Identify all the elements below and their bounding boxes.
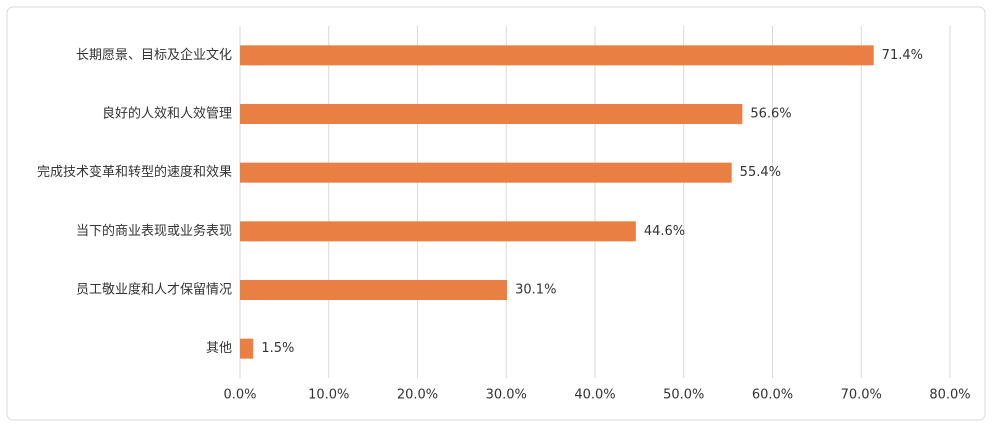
y-tick-label: 良好的人效和人效管理 <box>102 106 232 122</box>
value-label: 1.5% <box>261 341 294 356</box>
y-tick-label: 长期愿景、目标及企业文化 <box>76 47 232 63</box>
x-tick-label: 60.0% <box>752 388 793 403</box>
x-tick-label: 40.0% <box>574 388 615 403</box>
y-tick-label: 当下的商业表现或业务表现 <box>76 223 232 239</box>
x-tick-label: 70.0% <box>841 388 882 403</box>
x-tick-label: 0.0% <box>223 388 256 403</box>
x-tick-label: 30.0% <box>486 388 527 403</box>
x-tick-label: 50.0% <box>663 388 704 403</box>
bar <box>240 162 732 183</box>
bar <box>240 280 508 300</box>
x-tick-label: 80.0% <box>929 388 970 403</box>
y-tick-label: 其他 <box>206 341 232 356</box>
bar <box>240 221 636 242</box>
bar <box>240 104 743 124</box>
y-tick-label: 员工敬业度和人才保留情况 <box>76 282 232 298</box>
bar <box>240 45 874 66</box>
value-label: 71.4% <box>882 48 923 63</box>
chart-frame <box>6 6 986 421</box>
value-label: 30.1% <box>515 283 556 298</box>
y-tick-label: 完成技术变革和转型的速度和效果 <box>37 164 232 180</box>
x-tick-label: 10.0% <box>308 388 349 403</box>
bar <box>240 338 254 359</box>
value-label: 55.4% <box>740 165 781 180</box>
value-label: 44.6% <box>644 224 685 239</box>
x-tick-label: 20.0% <box>397 388 438 403</box>
value-label: 56.6% <box>750 107 791 122</box>
